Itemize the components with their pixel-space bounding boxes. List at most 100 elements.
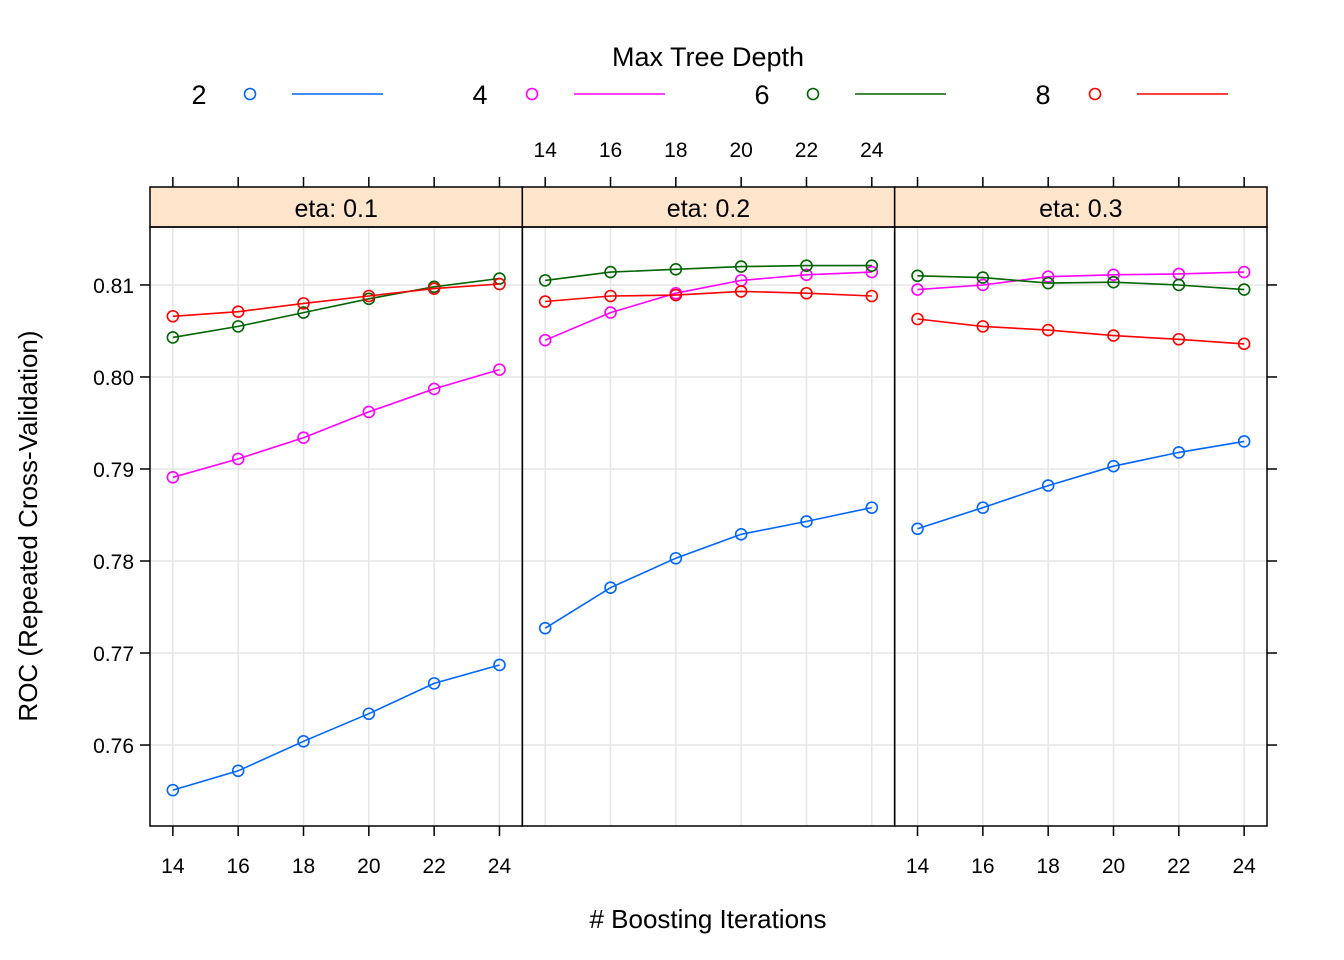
point-6-panel-1 (297, 306, 310, 319)
y-tick-label: 0.76 (93, 735, 134, 758)
axis-layer: 14 16 18 20 22 24 14 16 18 20 22 24 14 16 18 20 22 24 0.76… (93, 139, 1277, 878)
point-2-panel-3 (1107, 459, 1120, 473)
point-2-panel-3 (1041, 479, 1055, 492)
y-tick-label: 0.79 (93, 459, 134, 482)
x-tick-label-top: 22 (795, 139, 818, 162)
panel-border-1 (149, 226, 524, 827)
panel-border-3 (893, 226, 1268, 827)
point-4-panel-2 (865, 265, 879, 279)
x-tick-label: 14 (161, 855, 185, 878)
point-6-panel-3 (976, 271, 990, 284)
point-4-panel-1 (166, 470, 180, 484)
strip-label-1: eta: 0.1 (294, 195, 377, 223)
point-8-panel-2 (669, 288, 683, 302)
point-4-panel-1 (231, 452, 245, 466)
strip-2 (521, 186, 896, 228)
point-4-panel-3 (1041, 270, 1055, 283)
point-8-panel-3 (1107, 329, 1120, 342)
x-tick-label-top: 16 (599, 139, 622, 162)
point-4-panel-3 (976, 278, 990, 292)
point-2-panel-2 (865, 501, 879, 514)
series-line-8-panel-2 (545, 290, 872, 303)
legend-label-2: 2 (191, 80, 206, 110)
point-4-panel-1 (427, 382, 441, 396)
point-6-panel-3 (1237, 283, 1251, 296)
series-line-4-panel-2 (544, 271, 872, 341)
point-4-panel-2 (604, 306, 617, 319)
point-2-panel-3 (1237, 435, 1251, 448)
x-tick-label: 24 (1232, 855, 1256, 878)
frame-layer: eta: 0.1 eta: 0.2 eta: 0.3 (149, 186, 1268, 827)
x-tick-label: 16 (971, 855, 994, 878)
series-line-6-panel-3 (917, 275, 1245, 291)
legend-marker-4 (525, 87, 539, 101)
series-line-4-panel-3 (917, 271, 1245, 291)
legend-marker-2 (243, 87, 257, 101)
y-tick-label: 0.78 (93, 551, 134, 574)
point-2-panel-2 (800, 515, 813, 528)
x-tick-label-top: 24 (860, 139, 884, 162)
y-axis-label: ROC (Repeated Cross-Validation) (13, 330, 43, 721)
legend: Max Tree Depth 2 4 6 8 (191, 42, 1228, 110)
point-8-panel-3 (1237, 337, 1251, 351)
point-6-panel-2 (734, 260, 748, 273)
series-line-6-panel-1 (172, 277, 500, 339)
point-6-panel-3 (1107, 275, 1120, 289)
point-8-panel-2 (538, 295, 552, 308)
x-tick-label-top: 18 (664, 139, 687, 162)
point-6-panel-3 (1172, 278, 1186, 292)
point-8-panel-1 (231, 305, 245, 318)
y-tick-label: 0.81 (93, 275, 134, 298)
point-8-panel-2 (604, 289, 617, 303)
legend-title: Max Tree Depth (612, 42, 804, 72)
x-tick-label: 22 (1167, 855, 1190, 878)
series-line-2-panel-3 (917, 440, 1245, 530)
y-tick-label: 0.77 (93, 643, 134, 666)
point-6-panel-1 (231, 320, 245, 333)
legend-label-8: 8 (1035, 80, 1050, 110)
point-2-panel-1 (493, 658, 506, 672)
point-2-panel-2 (538, 621, 552, 635)
data-layer (166, 259, 1251, 797)
point-4-panel-2 (538, 333, 552, 347)
strip-label-3: eta: 0.3 (1039, 195, 1122, 223)
series-line-4-panel-1 (172, 368, 500, 479)
point-2-panel-2 (669, 551, 683, 565)
x-tick-label-top: 14 (534, 139, 558, 162)
point-2-panel-1 (362, 707, 376, 721)
point-2-panel-1 (166, 783, 180, 797)
point-6-panel-2 (604, 265, 617, 279)
point-8-panel-2 (865, 289, 879, 303)
point-4-panel-3 (911, 283, 924, 296)
point-2-panel-1 (231, 764, 245, 778)
x-tick-label: 18 (292, 855, 315, 878)
point-4-panel-3 (1237, 265, 1251, 279)
point-4-panel-3 (1107, 268, 1120, 282)
x-tick-label: 14 (906, 855, 930, 878)
point-2-panel-1 (297, 735, 310, 748)
x-tick-label: 22 (422, 855, 445, 878)
x-tick-label: 20 (357, 855, 380, 878)
point-2-panel-2 (734, 528, 748, 541)
series-line-2-panel-1 (172, 664, 500, 791)
point-4-panel-1 (362, 405, 376, 419)
point-2-panel-3 (976, 501, 990, 514)
point-4-panel-1 (493, 363, 506, 376)
point-6-panel-2 (538, 274, 552, 287)
point-6-panel-2 (669, 263, 683, 276)
legend-marker-8 (1088, 87, 1102, 101)
point-8-panel-1 (297, 297, 310, 310)
point-6-panel-2 (800, 259, 813, 272)
x-tick-label-top: 20 (729, 139, 752, 162)
point-8-panel-2 (800, 286, 813, 300)
point-8-panel-3 (1172, 332, 1186, 346)
point-2-panel-1 (427, 677, 441, 690)
series-line-8-panel-3 (917, 318, 1245, 345)
x-tick-label: 18 (1036, 855, 1059, 878)
point-6-panel-3 (1041, 276, 1055, 290)
x-tick-label: 16 (227, 855, 250, 878)
panel-border-2 (521, 226, 896, 827)
series-line-8-panel-1 (172, 283, 500, 318)
x-tick-label: 24 (488, 855, 512, 878)
point-8-panel-1 (362, 289, 376, 303)
